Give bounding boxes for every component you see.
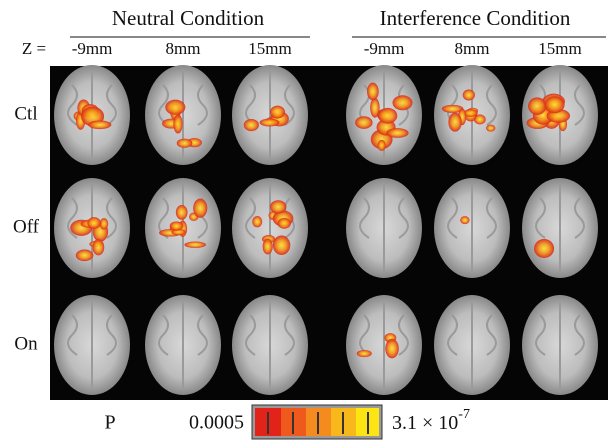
- colorbar-high: 3.1 × 10-7: [392, 407, 470, 433]
- colorbar-low: 0.0005: [189, 412, 244, 434]
- activation: [278, 218, 291, 229]
- column-label: 15mm: [538, 39, 581, 58]
- activation: [357, 350, 372, 357]
- activation: [528, 97, 546, 115]
- activation: [170, 221, 184, 230]
- z-label: Z =: [22, 39, 46, 58]
- activation: [260, 119, 280, 127]
- activation: [173, 115, 182, 134]
- figure: Neutral Condition Interference Condition…: [0, 0, 610, 444]
- activation: [385, 339, 399, 359]
- activation: [252, 216, 262, 227]
- activation: [93, 239, 105, 255]
- activation: [176, 205, 188, 220]
- column-label: -9mm: [364, 39, 405, 58]
- colorbar-high-base: 3.1 × 10: [392, 412, 458, 434]
- column-label: 15mm: [248, 39, 291, 58]
- activation: [474, 114, 486, 124]
- row-label: On: [14, 333, 38, 354]
- activation: [463, 89, 475, 100]
- neutral-header: Neutral Condition: [112, 6, 265, 30]
- interference-header: Interference Condition: [380, 6, 571, 30]
- activation: [460, 216, 469, 224]
- row-label: Off: [13, 216, 40, 237]
- activation: [367, 83, 379, 101]
- activation: [244, 119, 259, 131]
- activation: [355, 116, 372, 129]
- activation: [378, 108, 397, 124]
- activation: [76, 250, 94, 262]
- activation: [378, 140, 386, 151]
- activation: [177, 139, 193, 148]
- activation: [87, 217, 101, 229]
- activation: [100, 218, 109, 229]
- activation: [184, 242, 206, 248]
- colorbar: [252, 405, 382, 439]
- activation: [486, 125, 495, 132]
- colorbar-high-exponent: -7: [458, 407, 470, 422]
- activation: [448, 113, 461, 132]
- activation: [193, 199, 207, 218]
- column-label: 8mm: [166, 39, 201, 58]
- column-label: 8mm: [455, 39, 490, 58]
- activation: [545, 96, 565, 113]
- activation: [393, 95, 413, 110]
- activation: [263, 239, 273, 255]
- activation: [270, 200, 286, 213]
- activation: [534, 239, 554, 258]
- activation: [270, 106, 285, 119]
- column-label: -9mm: [72, 39, 113, 58]
- activation: [273, 236, 290, 256]
- activation: [165, 100, 185, 115]
- colorbar-label: P: [104, 412, 115, 434]
- activation: [386, 128, 408, 138]
- row-label: Ctl: [14, 103, 37, 124]
- activation: [88, 120, 111, 129]
